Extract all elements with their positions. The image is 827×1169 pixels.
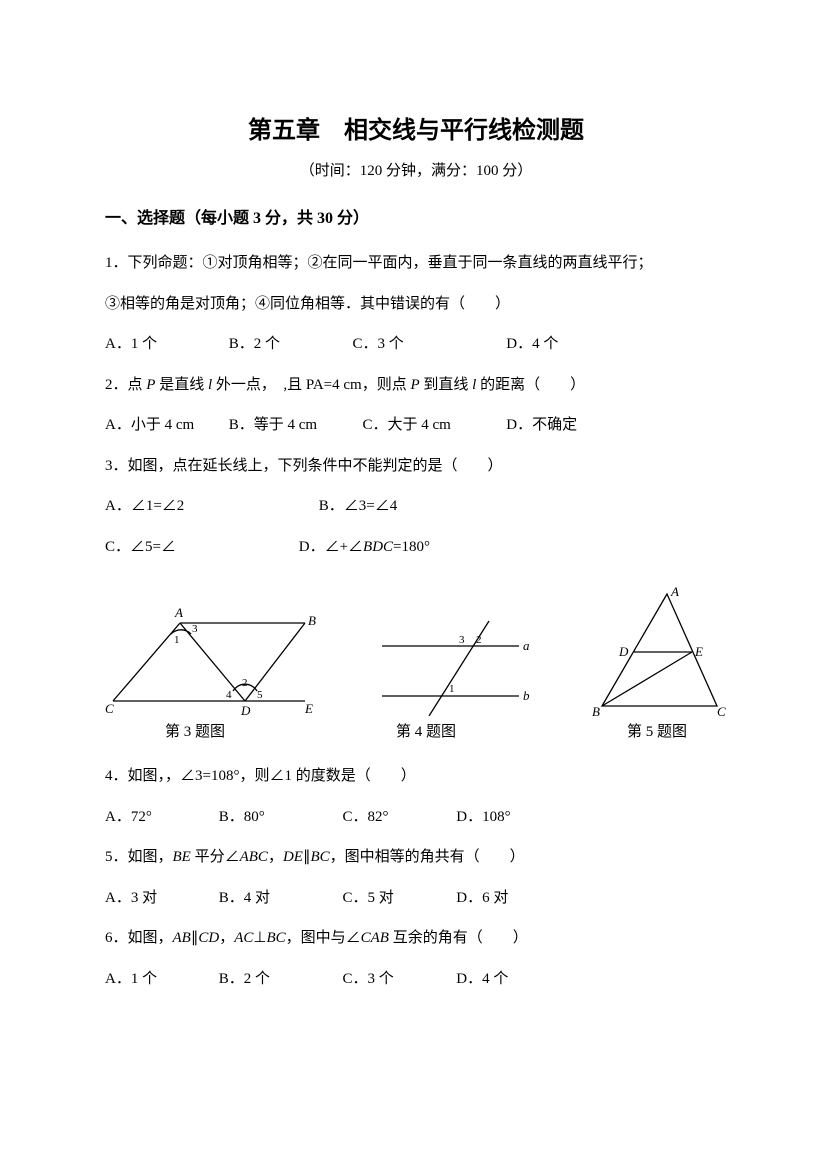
figure-3: A B C D E 1 3 2 4 5 [105,601,320,716]
fig5-label-A: A [670,586,679,599]
q1-opt-a: A．1 个 [105,327,225,362]
figure-4: a b 1 2 3 [374,616,534,716]
fig3-label-D: D [240,703,251,716]
q2-opt-a: A．小于 4 cm [105,408,225,443]
q5-opt-a: A．3 对 [105,881,215,916]
q5-text: 5．如图，BE 平分∠ABC，DE∥BC，图中相等的角共有（ ） [105,840,727,875]
fig4-label-b: b [523,688,530,703]
fig4-caption: 第 4 题图 [396,720,456,741]
q5-opt-c: C．5 对 [343,881,453,916]
page-subtitle: （时间：120 分钟，满分：100 分） [105,159,727,180]
fig3-label-4: 4 [226,689,232,701]
figures-row: A B C D E 1 3 2 4 5 a b [105,586,727,716]
section-1-header: 一、选择题（每小题 3 分，共 30 分） [105,204,727,228]
q2-text: 2．点 P 是直线 l 外一点， ,且 PA=4 cm，则点 P 到直线 l 的… [105,368,727,403]
fig3-label-2: 2 [242,677,248,689]
q6-options: A．1 个 B．2 个 C．3 个 D．4 个 [105,962,727,997]
fig5-label-C: C [717,704,726,716]
q5-opt-d: D．6 对 [456,881,508,916]
q1-options: A．1 个 B．2 个 C．3 个 D．4 个 [105,327,727,362]
q1-line2: ③相等的角是对顶角；④同位角相等．其中错误的有（ ） [105,287,727,322]
fig4-label-3: 3 [459,634,465,646]
q1-opt-d: D．4 个 [506,327,558,362]
q4-options: A．72° B．80° C．82° D．108° [105,800,727,835]
q5-options: A．3 对 B．4 对 C．5 对 D．6 对 [105,881,727,916]
q4-opt-a: A．72° [105,800,215,835]
figure-5-svg: A B C D E [587,586,727,716]
q1-opt-b: B．2 个 [229,327,349,362]
q6-opt-b: B．2 个 [219,962,339,997]
q6-opt-c: C．3 个 [343,962,453,997]
fig5-label-B: B [592,704,600,716]
q3-opt-c: C．∠5=∠ [105,530,295,565]
q1-opt-c: C．3 个 [353,327,503,362]
q3-options-row2: C．∠5=∠ D．∠+∠BDC=180° [105,530,727,565]
fig5-label-E: E [694,644,703,659]
q2-opt-d: D．不确定 [506,408,577,443]
q3-opt-d: D．∠+∠BDC=180° [299,530,430,565]
fig3-label-3: 3 [192,623,198,635]
q4-opt-b: B．80° [219,800,339,835]
q6-opt-d: D．4 个 [456,962,508,997]
q3-opt-a: A．∠1=∠2 [105,489,315,524]
q6-opt-a: A．1 个 [105,962,215,997]
figure-4-svg: a b 1 2 3 [374,616,534,716]
fig5-caption: 第 5 题图 [627,720,687,741]
fig3-label-B: B [308,613,316,628]
q2-options: A．小于 4 cm B．等于 4 cm C．大于 4 cm D．不确定 [105,408,727,443]
fig3-label-C: C [105,701,114,716]
q1-line1: 1．下列命题：①对顶角相等；②在同一平面内，垂直于同一条直线的两直线平行； [105,246,727,281]
fig3-label-A: A [174,605,183,620]
figure-captions: 第 3 题图 第 4 题图 第 5 题图 [105,720,727,741]
fig5-label-D: D [618,644,629,659]
q5-opt-b: B．4 对 [219,881,339,916]
page-title: 第五章 相交线与平行线检测题 [105,110,727,145]
q4-opt-c: C．82° [343,800,453,835]
q3-options-row1: A．∠1=∠2 B．∠3=∠4 [105,489,727,524]
fig3-label-E: E [304,701,313,716]
fig4-label-a: a [523,638,530,653]
figure-5: A B C D E [587,586,727,716]
fig4-label-2: 2 [476,634,482,646]
q2-opt-c: C．大于 4 cm [363,408,503,443]
figure-3-svg: A B C D E 1 3 2 4 5 [105,601,320,716]
fig3-caption: 第 3 题图 [165,720,225,741]
q2-opt-b: B．等于 4 cm [229,408,359,443]
q4-text: 4．如图，，∠3=108°，则∠1 的度数是（ ） [105,759,727,794]
fig3-label-1: 1 [174,634,180,646]
q3-text: 3．如图，点在延长线上，下列条件中不能判定的是（ ） [105,449,727,484]
q3-opt-b: B．∠3=∠4 [319,489,397,524]
q4-opt-d: D．108° [456,800,510,835]
fig3-label-5: 5 [257,689,263,701]
q6-text: 6．如图，AB∥CD，AC⊥BC，图中与∠CAB 互余的角有（ ） [105,921,727,956]
fig4-label-1: 1 [449,683,455,695]
